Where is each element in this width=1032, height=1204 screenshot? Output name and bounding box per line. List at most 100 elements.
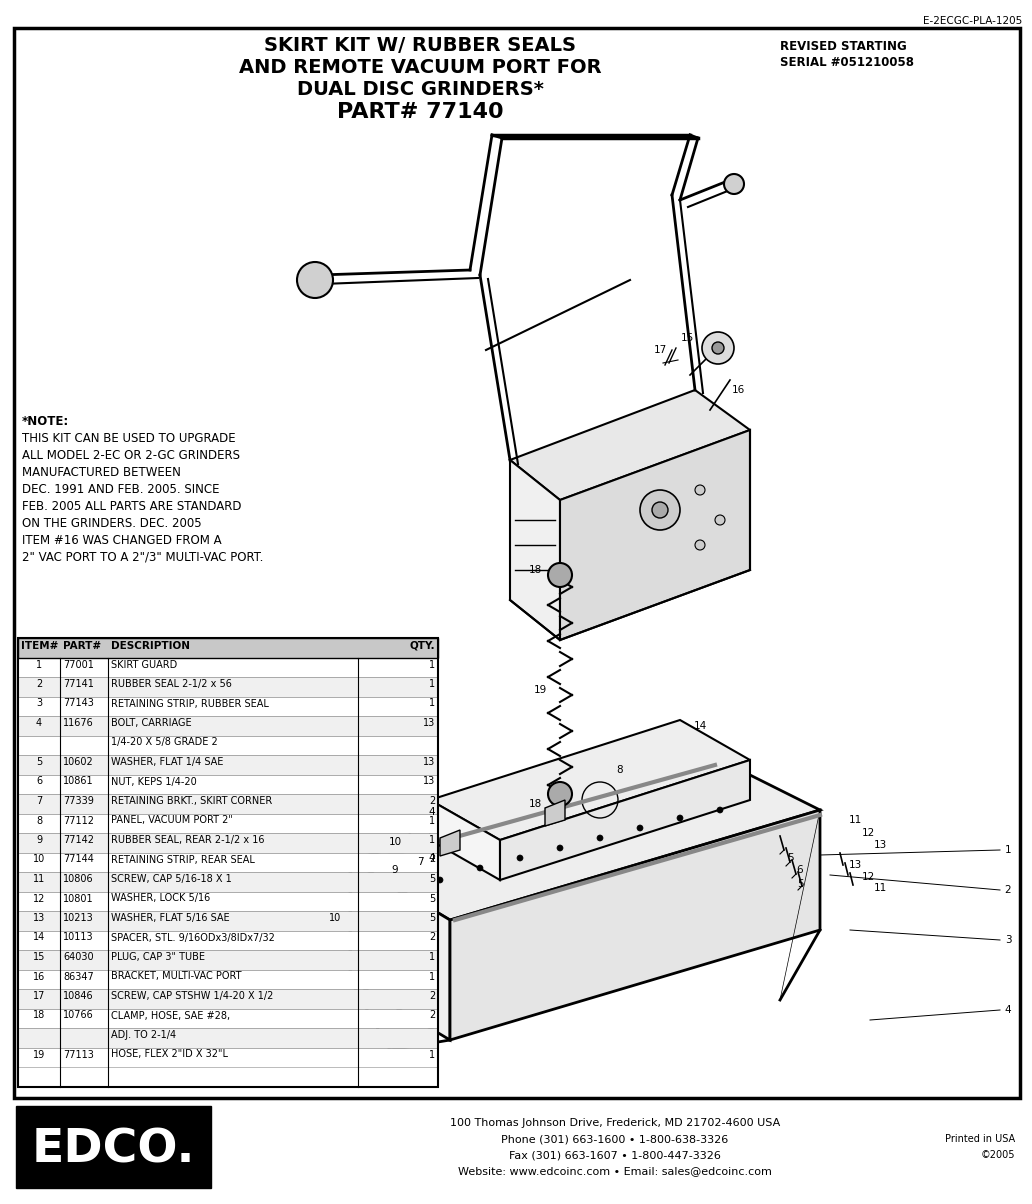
Text: 9: 9 (36, 836, 42, 845)
Text: MANUFACTURED BETWEEN: MANUFACTURED BETWEEN (22, 466, 181, 479)
Bar (18, 696, 438, 716)
Circle shape (596, 836, 603, 842)
Text: PANEL, VACUUM PORT 2": PANEL, VACUUM PORT 2" (111, 815, 233, 826)
Text: 18: 18 (33, 1010, 45, 1021)
Polygon shape (545, 799, 565, 826)
Text: 1: 1 (36, 660, 42, 669)
Text: EDCO.: EDCO. (31, 1127, 195, 1173)
Text: 77143: 77143 (63, 698, 94, 708)
Text: 77001: 77001 (63, 660, 94, 669)
Text: 10602: 10602 (63, 757, 94, 767)
Text: 10801: 10801 (63, 893, 94, 903)
Bar (18, 931, 438, 950)
Text: SCREW, CAP 5/16-18 X 1: SCREW, CAP 5/16-18 X 1 (111, 874, 232, 884)
Text: 1: 1 (1005, 845, 1011, 855)
Bar (18, 774, 438, 793)
Text: 2: 2 (428, 933, 436, 943)
Text: 5: 5 (428, 893, 436, 903)
Text: 86347: 86347 (63, 972, 94, 981)
Bar (18, 793, 438, 814)
Text: 4: 4 (1005, 1005, 1011, 1015)
Text: 9: 9 (392, 864, 398, 875)
Circle shape (548, 783, 572, 805)
Text: 10766: 10766 (63, 1010, 94, 1021)
Circle shape (517, 855, 523, 861)
Circle shape (724, 175, 744, 194)
Bar (18, 833, 438, 852)
Bar (18, 1028, 438, 1047)
Text: 13: 13 (423, 718, 436, 728)
Text: ADJ. TO 2-1/4: ADJ. TO 2-1/4 (111, 1029, 176, 1040)
Text: QTY.: QTY. (410, 641, 436, 651)
Circle shape (640, 490, 680, 530)
Text: 1: 1 (429, 836, 436, 845)
Text: 2: 2 (428, 796, 436, 805)
Text: PART#: PART# (63, 641, 101, 651)
Text: RETAINING BRKT., SKIRT CORNER: RETAINING BRKT., SKIRT CORNER (111, 796, 272, 805)
Polygon shape (360, 901, 870, 1045)
Polygon shape (510, 390, 750, 500)
Text: 4: 4 (428, 807, 436, 818)
Text: 1/4-20 X 5/8 GRADE 2: 1/4-20 X 5/8 GRADE 2 (111, 738, 218, 748)
Bar (18, 969, 438, 988)
Polygon shape (390, 929, 820, 1050)
Text: 19: 19 (33, 1050, 45, 1060)
Text: 11676: 11676 (63, 718, 94, 728)
Text: 1: 1 (429, 815, 436, 826)
Text: 10113: 10113 (63, 933, 94, 943)
Circle shape (702, 332, 734, 364)
Text: 10861: 10861 (63, 777, 94, 786)
Text: 1: 1 (429, 972, 436, 981)
Text: 2" VAC PORT TO A 2"/3" MULTI-VAC PORT.: 2" VAC PORT TO A 2"/3" MULTI-VAC PORT. (22, 551, 263, 563)
Text: 10806: 10806 (63, 874, 94, 884)
Text: 14: 14 (33, 933, 45, 943)
Circle shape (297, 262, 333, 299)
Text: 11: 11 (873, 883, 886, 893)
Text: WASHER, LOCK 5/16: WASHER, LOCK 5/16 (111, 893, 211, 903)
Bar (17, 1106, 211, 1188)
Bar (18, 716, 438, 736)
Polygon shape (430, 799, 499, 880)
Bar (18, 891, 438, 911)
Bar (18, 950, 438, 969)
Text: 11: 11 (33, 874, 45, 884)
Text: CLAMP, HOSE, SAE #28,: CLAMP, HOSE, SAE #28, (111, 1010, 230, 1021)
Text: SKIRT GUARD: SKIRT GUARD (111, 660, 178, 669)
Circle shape (557, 845, 563, 851)
Text: 18: 18 (528, 565, 542, 576)
Text: REVISED STARTING: REVISED STARTING (780, 40, 907, 53)
Circle shape (637, 825, 643, 831)
Text: 1: 1 (429, 660, 436, 669)
Text: NUT, KEPS 1/4-20: NUT, KEPS 1/4-20 (111, 777, 197, 786)
Bar (18, 852, 438, 872)
Text: 13: 13 (33, 913, 45, 923)
Text: Website: www.edcoinc.com • Email: sales@edcoinc.com: Website: www.edcoinc.com • Email: sales@… (458, 1165, 772, 1176)
Text: SKIRT KIT W/ RUBBER SEALS: SKIRT KIT W/ RUBBER SEALS (264, 36, 576, 55)
Text: 8: 8 (36, 815, 42, 826)
Circle shape (652, 502, 668, 518)
Text: 16: 16 (732, 385, 745, 395)
Text: RETAINING STRIP, REAR SEAL: RETAINING STRIP, REAR SEAL (111, 855, 255, 864)
Text: 2: 2 (1005, 885, 1011, 895)
Text: 6: 6 (797, 864, 803, 875)
Circle shape (677, 815, 683, 821)
Bar (18, 872, 438, 891)
Text: 77144: 77144 (63, 855, 94, 864)
Text: 13: 13 (848, 860, 862, 870)
Text: 5: 5 (36, 757, 42, 767)
Text: E-2ECGC-PLA-1205: E-2ECGC-PLA-1205 (923, 16, 1022, 26)
Text: RUBBER SEAL, REAR 2-1/2 x 16: RUBBER SEAL, REAR 2-1/2 x 16 (111, 836, 264, 845)
Text: DEC. 1991 AND FEB. 2005. SINCE: DEC. 1991 AND FEB. 2005. SINCE (22, 483, 220, 496)
Bar (18, 755, 438, 774)
Text: Fax (301) 663-1607 • 1-800-447-3326: Fax (301) 663-1607 • 1-800-447-3326 (509, 1150, 721, 1159)
Bar (18, 657, 438, 677)
Bar (18, 814, 438, 833)
Polygon shape (350, 830, 850, 970)
Text: 17: 17 (33, 991, 45, 1001)
Circle shape (548, 563, 572, 588)
Polygon shape (350, 860, 450, 1040)
Circle shape (397, 892, 404, 898)
Text: 5: 5 (428, 913, 436, 923)
Bar (18, 1047, 438, 1067)
Text: 17: 17 (653, 346, 667, 355)
